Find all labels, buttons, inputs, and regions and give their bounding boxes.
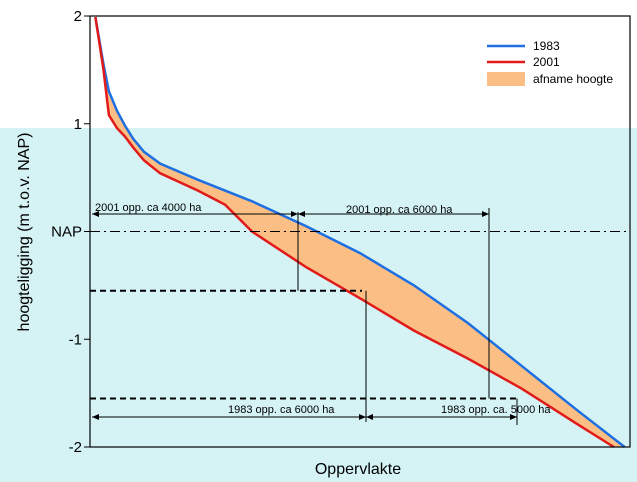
measure-arrow-2001-6000-head-left bbox=[298, 211, 305, 217]
y-tick-label: 1 bbox=[74, 116, 82, 133]
y-axis-ticks: 2 1 NAP -1 -2 bbox=[51, 8, 90, 456]
series-line-2001 bbox=[94, 16, 615, 449]
measure-arrow-1983-5000-head-left bbox=[366, 414, 373, 420]
y-tick-label: 2 bbox=[74, 8, 82, 25]
measure-arrow-2001-6000-head-right bbox=[482, 211, 489, 217]
y-axis-label: hoogteligging (m t.o.v. NAP) bbox=[16, 133, 33, 332]
legend-label-2001: 2001 bbox=[533, 55, 560, 69]
legend-label-1983: 1983 bbox=[533, 39, 560, 53]
annotation-2001-4000: 2001 opp. ca 4000 ha bbox=[95, 202, 202, 214]
measure-arrow-2001-4000-head-right bbox=[291, 211, 298, 217]
y-tick-label: -2 bbox=[69, 439, 82, 456]
legend: 1983 2001 afname hoogte bbox=[487, 39, 613, 86]
measure-arrow-1983-6000-head-left bbox=[92, 414, 99, 420]
y-tick-label: -1 bbox=[69, 331, 82, 348]
annotation-1983-5000: 1983 opp. ca. 5000 ha bbox=[441, 404, 551, 416]
legend-label-fill: afname hoogte bbox=[533, 72, 613, 86]
measure-arrow-2001-4000-head-left bbox=[92, 211, 99, 217]
legend-swatch-fill bbox=[487, 72, 525, 86]
annotations: 2001 opp. ca 4000 ha 2001 opp. ca 6000 h… bbox=[95, 202, 551, 416]
series-line-1983 bbox=[94, 16, 626, 448]
reference-lines bbox=[90, 208, 630, 425]
annotation-2001-6000: 2001 opp. ca 6000 ha bbox=[346, 204, 453, 216]
measure-arrow-1983-5000-head-right bbox=[510, 414, 517, 420]
annotation-1983-6000: 1983 opp. ca 6000 ha bbox=[228, 404, 335, 416]
measure-arrow-1983-6000-head-right bbox=[359, 414, 366, 420]
y-tick-label: NAP bbox=[51, 224, 82, 241]
x-axis-label: Oppervlakte bbox=[315, 461, 401, 478]
background-band bbox=[0, 128, 637, 482]
